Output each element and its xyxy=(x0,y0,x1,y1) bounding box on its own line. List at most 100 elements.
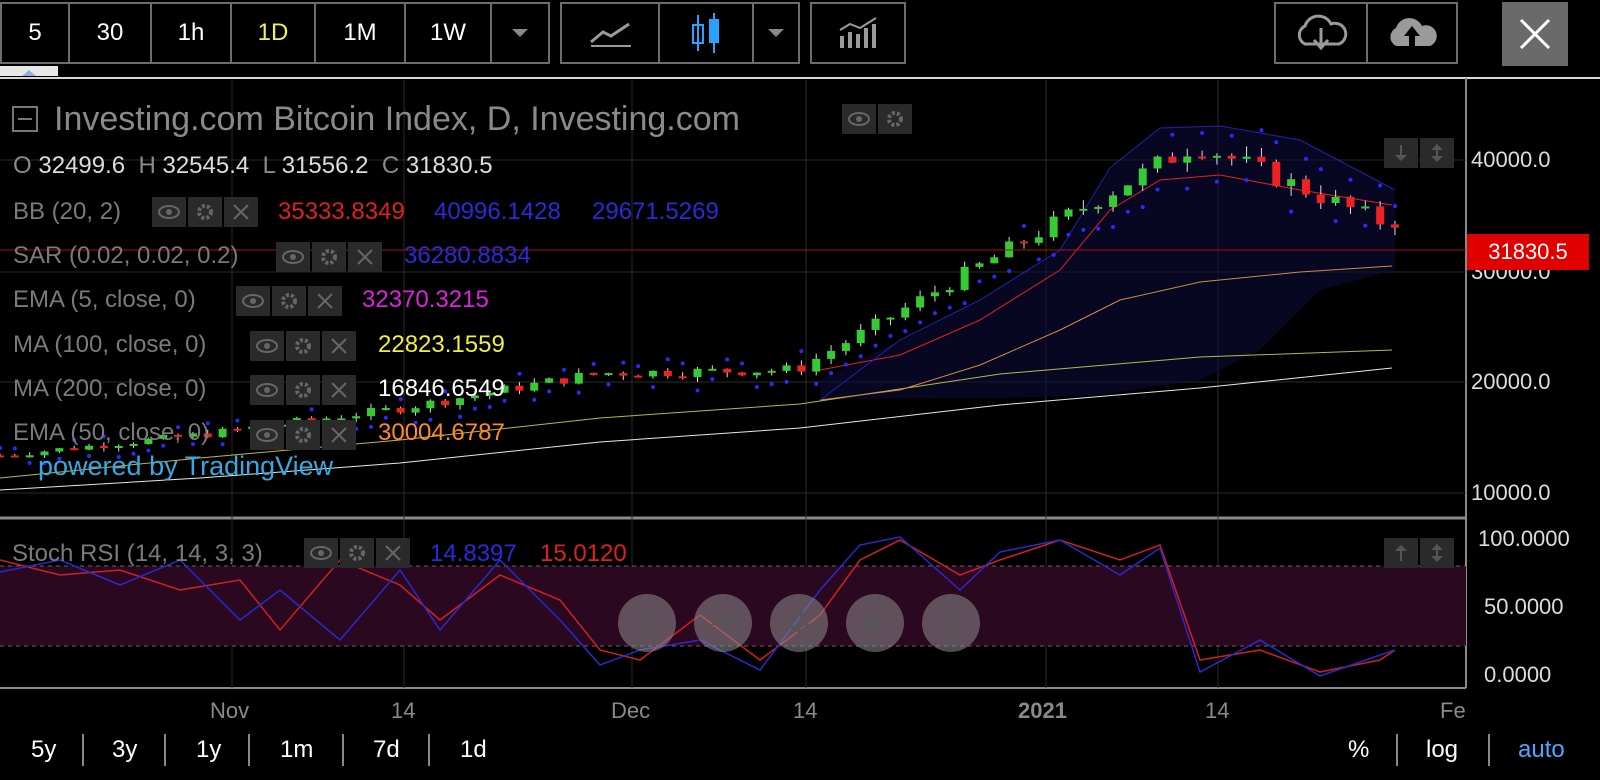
sar-dot xyxy=(591,361,596,366)
candle xyxy=(1019,241,1028,244)
candle xyxy=(619,373,628,376)
sar-dot xyxy=(1259,128,1264,133)
close-icon[interactable] xyxy=(224,197,258,227)
gear-icon[interactable] xyxy=(286,331,320,361)
sar-dot xyxy=(784,379,789,384)
sar-dot xyxy=(1096,226,1101,231)
ema5-value: 32370.3215 xyxy=(362,286,489,313)
candle xyxy=(545,378,554,383)
candle xyxy=(10,455,19,458)
gear-icon[interactable] xyxy=(188,197,222,227)
expand-vertical-icon[interactable] xyxy=(1420,138,1454,168)
eye-icon[interactable] xyxy=(152,197,186,227)
candle xyxy=(797,365,806,372)
sar-dot xyxy=(858,354,863,359)
close-icon[interactable] xyxy=(322,375,356,405)
candle xyxy=(901,307,910,318)
close-icon[interactable] xyxy=(308,286,342,316)
stoch-tick: 0.0000 xyxy=(1484,662,1552,687)
scroll-right-button[interactable] xyxy=(922,594,980,652)
chevron-down-icon xyxy=(512,29,528,37)
collapse-legend-button[interactable] xyxy=(12,106,38,132)
close-icon[interactable] xyxy=(322,420,356,450)
chart-type-dropdown-button[interactable] xyxy=(752,2,800,64)
gear-icon[interactable] xyxy=(312,242,346,272)
candle xyxy=(203,433,212,438)
log-scale-button[interactable]: log xyxy=(1426,736,1459,763)
candle xyxy=(1331,196,1340,204)
gear-icon[interactable] xyxy=(340,538,374,568)
zoom-out-button[interactable] xyxy=(694,594,752,652)
sar-dot xyxy=(398,397,403,402)
sar-dot xyxy=(888,333,893,338)
close-icon[interactable] xyxy=(376,538,410,568)
line-chart-button[interactable] xyxy=(560,2,660,64)
interval-1d-button[interactable]: 1D xyxy=(230,2,316,64)
sar-dot xyxy=(87,453,92,458)
time-tick: 2021 xyxy=(1018,698,1067,723)
scroll-left-button[interactable] xyxy=(618,594,676,652)
gear-icon[interactable] xyxy=(286,375,320,405)
sar-dot xyxy=(918,320,923,325)
candle xyxy=(1257,156,1266,162)
gear-icon[interactable] xyxy=(878,104,912,134)
eye-icon[interactable] xyxy=(250,375,284,405)
expand-vertical-icon[interactable] xyxy=(1420,538,1454,568)
sar-dot xyxy=(1229,133,1234,138)
interval-30-button[interactable]: 30 xyxy=(68,2,152,64)
close-label: C xyxy=(381,152,400,179)
price-tick: 20000.0 xyxy=(1471,369,1551,394)
sar-dot xyxy=(725,357,730,362)
zoom-in-button[interactable] xyxy=(846,594,904,652)
candle xyxy=(738,372,747,376)
interval-1h-button[interactable]: 1h xyxy=(150,2,232,64)
gear-icon[interactable] xyxy=(272,286,306,316)
close-icon[interactable] xyxy=(348,242,382,272)
candle xyxy=(693,368,702,378)
cloud-download-icon xyxy=(1297,14,1348,51)
sar-dot xyxy=(1066,232,1071,237)
percent-scale-button[interactable]: % xyxy=(1348,736,1370,763)
load-chart-button[interactable] xyxy=(1274,2,1368,64)
range-5y-button[interactable]: 5y xyxy=(31,736,57,763)
divider xyxy=(248,734,250,766)
indicators-button[interactable] xyxy=(810,2,906,64)
eye-icon[interactable] xyxy=(304,538,338,568)
close-button[interactable] xyxy=(1502,2,1568,66)
close-icon[interactable] xyxy=(322,331,356,361)
eye-icon[interactable] xyxy=(276,242,310,272)
price-tick: 40000.0 xyxy=(1471,147,1551,172)
ema5-label: EMA (5, close, 0) xyxy=(13,286,196,313)
range-1m-button[interactable]: 1m xyxy=(280,736,314,763)
range-1y-button[interactable]: 1y xyxy=(196,736,222,763)
arrow-up-icon[interactable] xyxy=(1384,538,1418,568)
interval-dropdown-button[interactable] xyxy=(490,2,550,64)
ma200-label: MA (200, close, 0) xyxy=(13,375,207,402)
candle xyxy=(1227,155,1236,159)
sar-dot xyxy=(131,451,136,456)
eye-icon[interactable] xyxy=(250,331,284,361)
gear-icon[interactable] xyxy=(286,420,320,450)
sar-dot xyxy=(458,414,463,419)
interval-5-button[interactable]: 5 xyxy=(0,2,70,64)
candlestick-button[interactable] xyxy=(658,2,754,64)
reset-button[interactable] xyxy=(770,594,828,652)
interval-1m-button[interactable]: 1M xyxy=(314,2,406,64)
eye-icon[interactable] xyxy=(236,286,270,316)
candle xyxy=(856,329,865,344)
sar-dot xyxy=(1244,178,1249,183)
ema50-label: EMA (50, close, 0) xyxy=(13,419,210,446)
range-3y-button[interactable]: 3y xyxy=(112,736,138,763)
eye-icon[interactable] xyxy=(842,104,876,134)
save-chart-button[interactable] xyxy=(1366,2,1458,64)
sar-dot xyxy=(27,461,32,466)
auto-scale-button[interactable]: auto xyxy=(1518,736,1565,763)
sar-dot xyxy=(606,382,611,387)
range-7d-button[interactable]: 7d xyxy=(373,736,400,763)
arrow-down-icon[interactable] xyxy=(1384,138,1418,168)
minus-icon xyxy=(18,118,32,120)
candle xyxy=(1242,156,1251,159)
sar-dot xyxy=(443,389,448,394)
range-1d-button[interactable]: 1d xyxy=(460,736,487,763)
eye-icon[interactable] xyxy=(250,420,284,450)
